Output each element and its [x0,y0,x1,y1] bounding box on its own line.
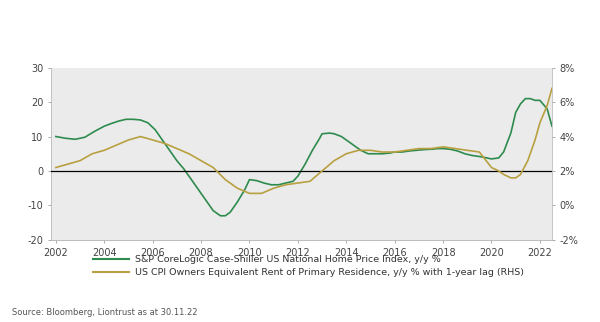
US CPI Owners Equivalent Rent of Primary Residence, y/y % with 1-year lag (RHS) [343,152,350,156]
S&P CoreLogic Case-Shiller US National Home Price Index, y/y % [241,188,248,192]
US CPI Owners Equivalent Rent of Primary Residence, y/y % with 1-year lag (RHS) [282,183,289,187]
US CPI Owners Equivalent Rent of Primary Residence, y/y % with 1-year lag (RHS) [161,141,169,145]
US CPI Owners Equivalent Rent of Primary Residence, y/y % with 1-year lag (RHS) [495,169,502,173]
US CPI Owners Equivalent Rent of Primary Residence, y/y % with 1-year lag (RHS) [500,173,507,176]
US CPI Owners Equivalent Rent of Primary Residence, y/y % with 1-year lag (RHS) [246,192,253,195]
US CPI Owners Equivalent Rent of Primary Residence, y/y % with 1-year lag (RHS) [512,176,519,180]
Text: Source: Bloomberg, Liontrust as at 30.11.22: Source: Bloomberg, Liontrust as at 30.11… [12,308,197,317]
US CPI Owners Equivalent Rent of Primary Residence, y/y % with 1-year lag (RHS) [221,178,229,182]
US CPI Owners Equivalent Rent of Primary Residence, y/y % with 1-year lag (RHS) [403,148,410,152]
US CPI Owners Equivalent Rent of Primary Residence, y/y % with 1-year lag (RHS) [536,121,544,125]
US CPI Owners Equivalent Rent of Primary Residence, y/y % with 1-year lag (RHS) [367,148,374,152]
US CPI Owners Equivalent Rent of Primary Residence, y/y % with 1-year lag (RHS) [488,166,495,169]
Line: S&P CoreLogic Case-Shiller US National Home Price Index, y/y %: S&P CoreLogic Case-Shiller US National H… [56,99,552,216]
US CPI Owners Equivalent Rent of Primary Residence, y/y % with 1-year lag (RHS) [379,150,386,154]
US CPI Owners Equivalent Rent of Primary Residence, y/y % with 1-year lag (RHS) [137,135,144,138]
US CPI Owners Equivalent Rent of Primary Residence, y/y % with 1-year lag (RHS) [524,159,532,163]
S&P CoreLogic Case-Shiller US National Home Price Index, y/y % [350,143,357,147]
US CPI Owners Equivalent Rent of Primary Residence, y/y % with 1-year lag (RHS) [452,147,459,150]
US CPI Owners Equivalent Rent of Primary Residence, y/y % with 1-year lag (RHS) [113,143,120,147]
S&P CoreLogic Case-Shiller US National Home Price Index, y/y % [52,135,59,138]
S&P CoreLogic Case-Shiller US National Home Price Index, y/y % [343,138,350,142]
US CPI Owners Equivalent Rent of Primary Residence, y/y % with 1-year lag (RHS) [52,166,59,169]
US CPI Owners Equivalent Rent of Primary Residence, y/y % with 1-year lag (RHS) [101,148,108,152]
US CPI Owners Equivalent Rent of Primary Residence, y/y % with 1-year lag (RHS) [89,152,96,156]
US CPI Owners Equivalent Rent of Primary Residence, y/y % with 1-year lag (RHS) [415,147,422,150]
US CPI Owners Equivalent Rent of Primary Residence, y/y % with 1-year lag (RHS) [209,166,217,169]
US CPI Owners Equivalent Rent of Primary Residence, y/y % with 1-year lag (RHS) [294,181,301,185]
S&P CoreLogic Case-Shiller US National Home Price Index, y/y % [517,102,524,106]
US CPI Owners Equivalent Rent of Primary Residence, y/y % with 1-year lag (RHS) [476,150,483,154]
S&P CoreLogic Case-Shiller US National Home Price Index, y/y % [522,97,529,100]
US CPI Owners Equivalent Rent of Primary Residence, y/y % with 1-year lag (RHS) [173,147,181,150]
Text: S&P CoreLogic Case-Shiller US National Home Price Index, y/y %: S&P CoreLogic Case-Shiller US National H… [135,255,441,264]
S&P CoreLogic Case-Shiller US National Home Price Index, y/y % [548,124,556,128]
US CPI Owners Equivalent Rent of Primary Residence, y/y % with 1-year lag (RHS) [439,145,446,149]
US CPI Owners Equivalent Rent of Primary Residence, y/y % with 1-year lag (RHS) [125,138,132,142]
US CPI Owners Equivalent Rent of Primary Residence, y/y % with 1-year lag (RHS) [391,150,398,154]
S&P CoreLogic Case-Shiller US National Home Price Index, y/y % [173,159,181,163]
US CPI Owners Equivalent Rent of Primary Residence, y/y % with 1-year lag (RHS) [319,169,326,173]
Text: US house prices and lagged owners' equivalent rents: US house prices and lagged owners' equiv… [11,23,401,38]
US CPI Owners Equivalent Rent of Primary Residence, y/y % with 1-year lag (RHS) [464,148,471,152]
US CPI Owners Equivalent Rent of Primary Residence, y/y % with 1-year lag (RHS) [517,173,524,176]
US CPI Owners Equivalent Rent of Primary Residence, y/y % with 1-year lag (RHS) [234,186,241,190]
US CPI Owners Equivalent Rent of Primary Residence, y/y % with 1-year lag (RHS) [197,159,205,163]
US CPI Owners Equivalent Rent of Primary Residence, y/y % with 1-year lag (RHS) [76,159,83,163]
US CPI Owners Equivalent Rent of Primary Residence, y/y % with 1-year lag (RHS) [185,152,193,156]
US CPI Owners Equivalent Rent of Primary Residence, y/y % with 1-year lag (RHS) [427,147,434,150]
US CPI Owners Equivalent Rent of Primary Residence, y/y % with 1-year lag (RHS) [355,148,362,152]
US CPI Owners Equivalent Rent of Primary Residence, y/y % with 1-year lag (RHS) [64,162,71,166]
Line: US CPI Owners Equivalent Rent of Primary Residence, y/y % with 1-year lag (RHS): US CPI Owners Equivalent Rent of Primary… [56,88,552,194]
US CPI Owners Equivalent Rent of Primary Residence, y/y % with 1-year lag (RHS) [507,176,514,180]
US CPI Owners Equivalent Rent of Primary Residence, y/y % with 1-year lag (RHS) [258,192,265,195]
US CPI Owners Equivalent Rent of Primary Residence, y/y % with 1-year lag (RHS) [270,186,277,190]
US CPI Owners Equivalent Rent of Primary Residence, y/y % with 1-year lag (RHS) [307,179,314,183]
S&P CoreLogic Case-Shiller US National Home Price Index, y/y % [181,167,188,171]
US CPI Owners Equivalent Rent of Primary Residence, y/y % with 1-year lag (RHS) [149,138,156,142]
Text: US CPI Owners Equivalent Rent of Primary Residence, y/y % with 1-year lag (RHS): US CPI Owners Equivalent Rent of Primary… [135,268,524,277]
US CPI Owners Equivalent Rent of Primary Residence, y/y % with 1-year lag (RHS) [532,138,539,142]
US CPI Owners Equivalent Rent of Primary Residence, y/y % with 1-year lag (RHS) [544,104,551,108]
US CPI Owners Equivalent Rent of Primary Residence, y/y % with 1-year lag (RHS) [548,86,556,90]
S&P CoreLogic Case-Shiller US National Home Price Index, y/y % [217,214,224,218]
US CPI Owners Equivalent Rent of Primary Residence, y/y % with 1-year lag (RHS) [331,159,338,163]
